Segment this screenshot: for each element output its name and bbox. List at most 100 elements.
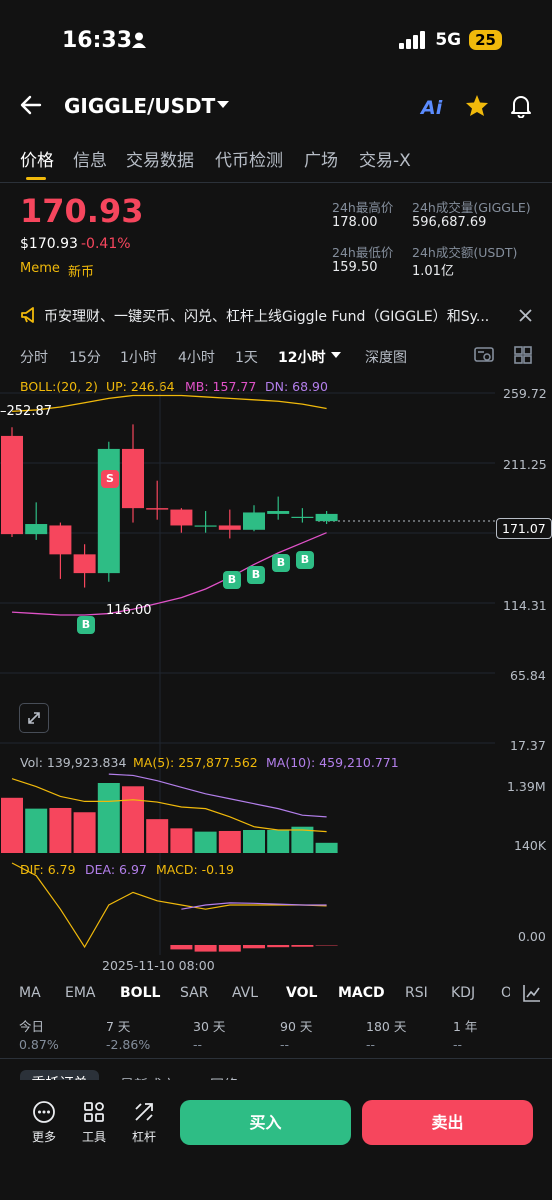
axis-price-3: 114.31: [503, 598, 547, 613]
axis-price-1: 211.25: [503, 457, 547, 472]
stat-vol-value: 596,687.69: [412, 215, 487, 230]
expand-icon: [28, 712, 40, 724]
candle-body: [97, 448, 120, 574]
indicator-ma[interactable]: MA: [19, 985, 41, 1001]
macd-axis: 0.00: [518, 929, 546, 944]
tab-trade-x[interactable]: 交易-X: [359, 151, 411, 171]
divider: [0, 182, 552, 183]
sell-marker[interactable]: S: [101, 470, 119, 488]
perf-value-180d: --: [366, 1037, 376, 1052]
chart-settings-icon[interactable]: [474, 346, 494, 364]
signal-icon: [399, 31, 426, 49]
grid-layout-icon[interactable]: [514, 346, 532, 364]
interval-1d[interactable]: 1天: [235, 350, 258, 366]
indicator-more[interactable]: O: [501, 985, 510, 1001]
interval-timeshare[interactable]: 分时: [20, 350, 48, 366]
usd-price: $170.93: [20, 236, 78, 252]
stat-high-value: 178.00: [332, 215, 378, 230]
vol-ma10: MA(10): 459,210.771: [266, 755, 399, 770]
boll-dn: DN: 68.90: [265, 379, 328, 394]
tab-info[interactable]: 信息: [73, 151, 107, 171]
candle-body: [25, 524, 48, 535]
interval-12h[interactable]: 12小时: [278, 350, 326, 366]
indicator-avl[interactable]: AVL: [232, 985, 259, 1001]
volume-bar: [218, 830, 241, 853]
indicator-boll[interactable]: BOLL: [120, 985, 161, 1001]
indicator-ema[interactable]: EMA: [65, 985, 96, 1001]
vol-label: Vol: 139,923.834: [20, 755, 127, 770]
macd-value: MACD: -0.19: [156, 862, 234, 877]
axis-price-5: 17.37: [510, 738, 546, 753]
buy-marker[interactable]: B: [247, 566, 265, 584]
close-icon[interactable]: [519, 309, 532, 322]
buy-marker[interactable]: B: [223, 571, 241, 589]
stat-amount-label: 24h成交额(USDT): [412, 245, 518, 260]
tools-button[interactable]: 工具: [69, 1100, 119, 1145]
interval-4h[interactable]: 4小时: [178, 350, 215, 366]
buy-marker[interactable]: B: [272, 554, 290, 572]
pair-title[interactable]: GIGGLE/USDT: [64, 94, 216, 118]
buy-button[interactable]: 买入: [180, 1100, 351, 1145]
indicator-kdj[interactable]: KDJ: [451, 985, 476, 1001]
indicator-vol[interactable]: VOL: [286, 985, 318, 1001]
high-annotation-value: 252.87: [6, 404, 53, 419]
interval-depth[interactable]: 深度图: [365, 350, 407, 366]
indicator-settings-icon[interactable]: [522, 983, 542, 1003]
volume-bar: [243, 829, 265, 853]
tag-new[interactable]: 新币: [68, 265, 95, 280]
more-button[interactable]: 更多: [19, 1100, 69, 1145]
star-icon[interactable]: [465, 94, 489, 117]
tab-trading-data[interactable]: 交易数据: [126, 151, 194, 171]
candle-body: [218, 525, 241, 530]
indicator-sar[interactable]: SAR: [180, 985, 209, 1001]
macd-dif-line: [11, 862, 327, 949]
tab-square[interactable]: 广场: [304, 151, 338, 171]
macd-hist-bar: [291, 945, 314, 947]
tab-price[interactable]: 价格: [20, 151, 54, 171]
megaphone-icon: [21, 307, 34, 323]
boll-up: UP: 246.64: [106, 379, 175, 394]
sell-button[interactable]: 卖出: [362, 1100, 533, 1145]
caret-down-icon[interactable]: [216, 100, 230, 110]
volume-bar: [146, 819, 169, 853]
perf-value-7d: -2.86%: [106, 1037, 151, 1052]
leverage-icon: [135, 1103, 153, 1121]
candle-body: [170, 509, 193, 526]
back-arrow-icon[interactable]: [20, 95, 42, 115]
announcement-text[interactable]: 币安理财、一键买币、闪兑、杠杆上线Giggle Fund（GIGGLE）和Sy.…: [44, 309, 490, 325]
volume-bar: [49, 807, 72, 853]
vol-axis-bottom: 140K: [514, 838, 547, 853]
buy-marker[interactable]: B: [77, 616, 95, 634]
ai-icon[interactable]: Ai: [421, 97, 443, 119]
indicator-macd[interactable]: MACD: [338, 985, 385, 1001]
caret-down-icon[interactable]: [331, 352, 341, 359]
indicator-rsi[interactable]: RSI: [405, 985, 428, 1001]
bell-icon[interactable]: [509, 94, 533, 118]
perf-label-7d: 7 天: [106, 1019, 131, 1034]
stat-low-label: 24h最低价: [332, 245, 394, 260]
current-price-marker: 171.07: [496, 518, 552, 539]
perf-value-1y: --: [453, 1037, 463, 1052]
candle-body: [291, 516, 314, 518]
battery-badge: 25: [469, 30, 502, 50]
leverage-label: 杠杆: [131, 1130, 156, 1144]
candle-body: [315, 513, 338, 522]
tab-token-check[interactable]: 代币检测: [215, 151, 283, 171]
expand-button[interactable]: [19, 703, 49, 733]
buy-marker[interactable]: B: [296, 551, 314, 569]
interval-1h[interactable]: 1小时: [120, 350, 157, 366]
interval-15m[interactable]: 15分: [69, 350, 101, 366]
boll-mb: MB: 157.77: [185, 379, 257, 394]
tag-meme[interactable]: Meme: [20, 261, 60, 276]
tab-underline: [26, 177, 46, 180]
price-change: -0.41%: [81, 236, 131, 252]
stat-high-label: 24h最高价: [332, 200, 394, 215]
leverage-button[interactable]: 杠杆: [119, 1100, 169, 1145]
axis-price-0: 259.72: [503, 386, 547, 401]
macd-dea-line: [181, 902, 327, 910]
candle-body: [49, 525, 72, 555]
macd-hist-bar: [243, 945, 265, 949]
candle-body: [267, 511, 290, 514]
candle-body: [73, 554, 96, 574]
kline-chart[interactable]: [0, 370, 552, 955]
